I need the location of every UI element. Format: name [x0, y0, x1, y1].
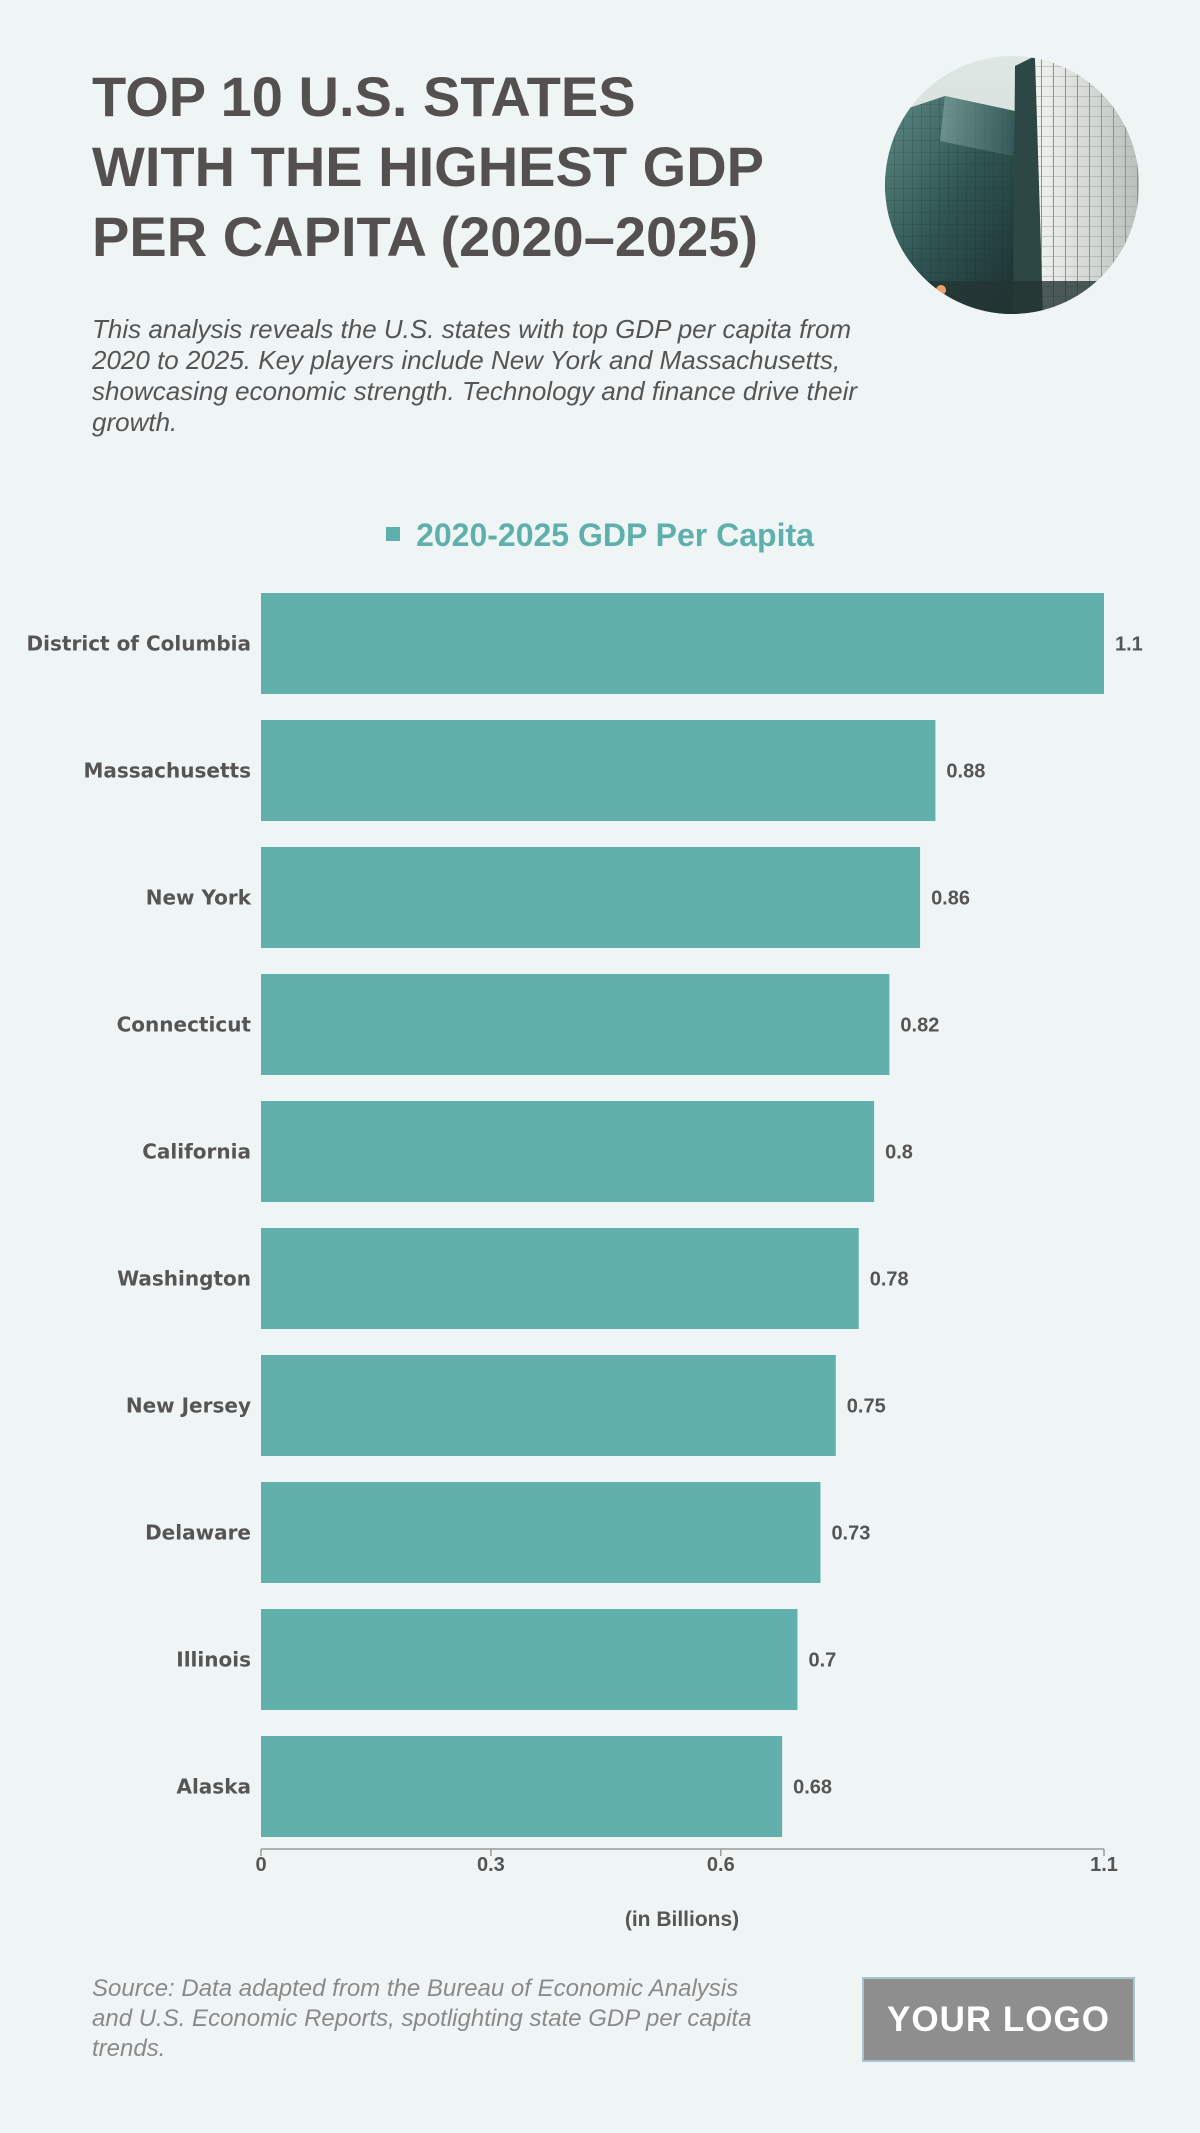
category-label-alaska: Alaska [176, 1775, 251, 1799]
legend-swatch [386, 527, 401, 541]
logo-text: YOUR LOGO [887, 1999, 1110, 2039]
category-label-delaware: Delaware [145, 1521, 251, 1545]
value-label-massachusetts: 0.88 [946, 761, 985, 783]
category-label-new-jersey: New Jersey [126, 1394, 251, 1418]
x-tick-label-2: 0.6 [707, 1854, 735, 1876]
bar-connecticut [261, 974, 890, 1075]
category-label-district-of-columbia: District of Columbia [27, 632, 251, 656]
value-label-california: 0.8 [885, 1142, 913, 1164]
title-line-1: TOP 10 U.S. STATES [92, 65, 636, 128]
logo-placeholder: YOUR LOGO [862, 1977, 1135, 2062]
bar-delaware [261, 1482, 821, 1583]
category-label-washington: Washington [117, 1267, 251, 1291]
x-tick-label-1: 0.3 [477, 1854, 505, 1876]
value-label-new-jersey: 0.75 [847, 1396, 886, 1418]
source-note: Source: Data adapted from the Bureau of … [92, 1975, 752, 2062]
x-tick-label-3: 1.1 [1090, 1854, 1118, 1876]
title-line-3: PER CAPITA (2020–2025) [92, 205, 759, 268]
chart-legend: 2020-2025 GDP Per Capita [0, 517, 1200, 554]
bar-washington [261, 1228, 859, 1329]
category-label-california: California [142, 1140, 251, 1164]
category-label-new-york: New York [146, 886, 252, 910]
bar-new-jersey [261, 1355, 836, 1456]
category-label-massachusetts: Massachusetts [83, 759, 251, 783]
value-label-delaware: 0.73 [831, 1523, 870, 1545]
bar-chart: District of Columbia 1.1 Massachusetts 0.88… [27, 593, 1143, 1931]
page-title: TOP 10 U.S. STATES WITH THE HIGHEST GDP … [92, 62, 852, 272]
value-label-connecticut: 0.82 [900, 1015, 939, 1037]
legend-label: 2020-2025 GDP Per Capita [416, 517, 814, 553]
chart-description: This analysis reveals the U.S. states wi… [92, 314, 858, 437]
bar-massachusetts [261, 720, 936, 821]
category-label-connecticut: Connecticut [117, 1013, 252, 1037]
value-label-washington: 0.78 [870, 1269, 909, 1291]
x-tick-label-0: 0 [255, 1854, 266, 1876]
x-axis-title: (in Billions) [625, 1908, 739, 1931]
category-label-illinois: Illinois [176, 1648, 251, 1672]
value-label-district-of-columbia: 1.1 [1115, 634, 1143, 656]
bar-illinois [261, 1609, 798, 1710]
bar-alaska [261, 1736, 783, 1837]
bar-district-of-columbia [261, 593, 1104, 694]
title-line-2: WITH THE HIGHEST GDP [92, 135, 764, 198]
value-label-illinois: 0.7 [808, 1650, 836, 1672]
bar-new-york [261, 847, 921, 948]
value-label-new-york: 0.86 [931, 888, 970, 910]
value-label-alaska: 0.68 [793, 1777, 832, 1799]
bar-california [261, 1101, 875, 1202]
